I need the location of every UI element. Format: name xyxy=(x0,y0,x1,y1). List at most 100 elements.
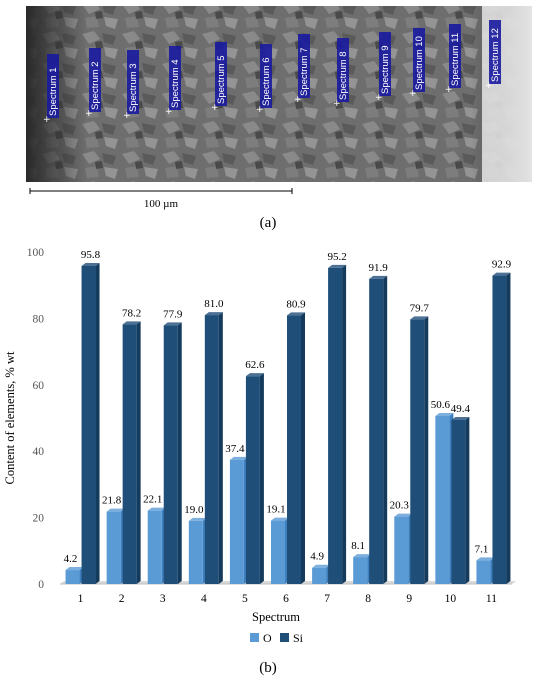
data-label: 49.4 xyxy=(451,403,471,415)
spectrum-marker: Spectrum 10+ xyxy=(409,28,425,99)
caption-b: (b) xyxy=(259,660,277,676)
y-axis-title: Content of elements, % wt xyxy=(3,351,17,484)
spectrum-marker: Spectrum 2+ xyxy=(85,48,101,119)
data-label: 20.3 xyxy=(390,500,410,512)
legend-swatch-o xyxy=(250,633,259,642)
spectrum-label: Spectrum 6 xyxy=(261,57,272,106)
spectrum-markers: Spectrum 1+Spectrum 2+Spectrum 3+Spectru… xyxy=(43,20,501,125)
bar-o xyxy=(106,508,125,584)
legend-swatch-si xyxy=(280,633,289,642)
crosshair-marker: + xyxy=(123,111,131,121)
spectrum-marker: Spectrum 4+ xyxy=(165,46,181,117)
chart-floor xyxy=(60,581,516,584)
bar-si xyxy=(81,262,100,584)
spectrum-label: Spectrum 7 xyxy=(299,47,310,96)
x-tick-label: 11 xyxy=(486,593,497,605)
x-tick-label: 7 xyxy=(324,593,330,605)
data-label: 95.2 xyxy=(327,251,346,263)
bar-si xyxy=(287,312,305,584)
y-tick-label: 80 xyxy=(33,313,45,325)
data-label: 79.7 xyxy=(410,302,430,314)
spectrum-marker: Spectrum 5+ xyxy=(211,42,227,113)
data-label: 62.6 xyxy=(245,359,265,371)
x-tick-label: 3 xyxy=(160,593,166,605)
data-label: 4.9 xyxy=(310,551,324,563)
bar-o xyxy=(229,456,248,584)
spectrum-label: Spectrum 8 xyxy=(338,51,349,100)
spectrum-label: Spectrum 5 xyxy=(216,55,227,104)
y-tick-label: 60 xyxy=(33,380,45,392)
y-tick-label: 100 xyxy=(27,247,45,259)
crosshair-marker: + xyxy=(211,103,219,113)
x-tick-label: 10 xyxy=(445,593,457,605)
bar-o xyxy=(476,557,495,584)
spectrum-label: Spectrum 10 xyxy=(414,36,425,90)
crosshair-marker: + xyxy=(485,81,493,91)
bar-o xyxy=(271,517,289,584)
crosshair-marker: + xyxy=(43,115,51,125)
bar-si xyxy=(451,416,470,584)
caption-a: (a) xyxy=(260,215,277,230)
bar-si xyxy=(369,275,388,584)
data-label: 78.2 xyxy=(122,307,141,319)
bar-si xyxy=(204,312,223,584)
crosshair-marker: + xyxy=(165,107,173,117)
data-label: 4.2 xyxy=(64,553,78,565)
x-tick-label: 4 xyxy=(201,593,207,605)
x-tick-label: 8 xyxy=(365,593,371,605)
scale-bar-label: 100 µm xyxy=(144,198,179,210)
data-label: 81.0 xyxy=(204,298,224,310)
bar-o xyxy=(147,507,166,584)
y-tick-label: 40 xyxy=(33,446,45,458)
plot-area: 0 20 40 60 80 100 4.2 95.8 1 21.8 78.2 2 22.1 77.9 3 19… xyxy=(27,247,516,605)
bar-o xyxy=(353,554,372,584)
bar-si xyxy=(163,322,182,584)
spectrum-label: Spectrum 9 xyxy=(380,45,391,94)
x-tick-label: 6 xyxy=(283,593,289,605)
x-tick-label: 2 xyxy=(119,593,125,605)
x-tick-label: 5 xyxy=(242,593,248,605)
data-label: 95.8 xyxy=(81,249,101,261)
spectrum-label: Spectrum 1 xyxy=(48,67,59,116)
spectrum-label: Spectrum 2 xyxy=(90,61,101,110)
legend-label-o: O xyxy=(263,631,272,645)
data-label: 8.1 xyxy=(351,540,365,552)
bar-si xyxy=(245,373,264,584)
spectrum-marker: Spectrum 11+ xyxy=(445,24,461,95)
data-label: 77.9 xyxy=(163,308,183,320)
x-axis-title: Spectrum xyxy=(252,610,300,624)
crosshair-marker: + xyxy=(85,109,93,119)
legend-label-si: Si xyxy=(293,631,304,645)
bar-o xyxy=(435,413,454,584)
bar-o xyxy=(188,517,207,584)
spectrum-marker: Spectrum 1+ xyxy=(43,54,59,125)
bar-o xyxy=(312,564,331,584)
spectrum-label: Spectrum 12 xyxy=(490,28,501,82)
x-tick-label: 9 xyxy=(406,593,412,605)
spectrum-marker: Spectrum 8+ xyxy=(333,38,349,109)
spectrum-marker: Spectrum 7+ xyxy=(294,34,310,105)
crosshair-marker: + xyxy=(256,105,264,115)
y-tick-label: 20 xyxy=(33,513,45,525)
spectrum-label: Spectrum 3 xyxy=(128,63,139,112)
crosshair-marker: + xyxy=(333,99,341,109)
data-label: 37.4 xyxy=(225,443,245,455)
bar-si xyxy=(328,264,347,584)
data-label: 80.9 xyxy=(286,298,306,310)
y-tick-label: 0 xyxy=(38,579,44,591)
data-label: 21.8 xyxy=(102,495,122,507)
data-label: 92.9 xyxy=(492,259,512,271)
crosshair-marker: + xyxy=(445,85,453,95)
data-label: 91.9 xyxy=(369,262,389,274)
data-label: 7.1 xyxy=(475,543,489,555)
spectrum-marker: Spectrum 6+ xyxy=(256,44,272,115)
crosshair-marker: + xyxy=(409,89,417,99)
data-label: 19.1 xyxy=(266,504,285,516)
bar-o xyxy=(65,567,84,584)
bar-si xyxy=(410,316,429,584)
bar-si xyxy=(122,321,141,584)
sem-micrograph-panel: Spectrum 1+Spectrum 2+Spectrum 3+Spectru… xyxy=(26,6,532,230)
data-label: 50.6 xyxy=(431,399,451,411)
crosshair-marker: + xyxy=(375,93,383,103)
data-label: 19.0 xyxy=(184,504,204,516)
